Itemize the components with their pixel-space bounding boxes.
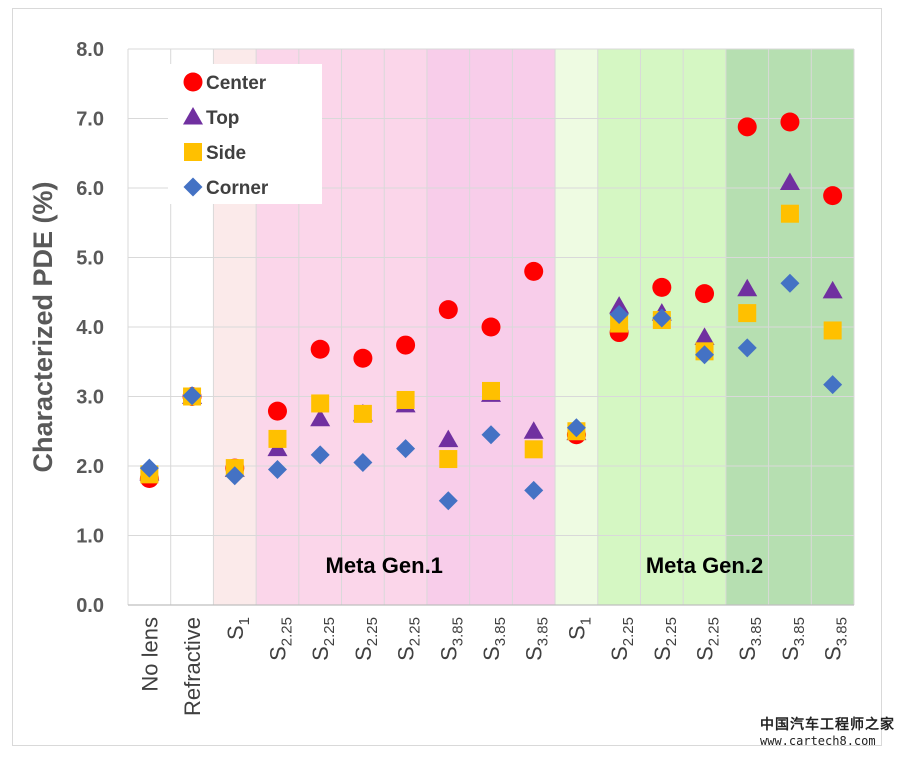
x-tick-label: Refractive: [180, 617, 205, 716]
point-center: [481, 317, 501, 337]
point-corner: [353, 453, 373, 473]
legend-label-side: Side: [206, 143, 246, 164]
x-tick-label: S2.25: [607, 617, 637, 661]
x-tick-label: S3.85: [778, 617, 808, 661]
legend-marker-corner: [183, 177, 203, 197]
y-tick-label: 2.0: [76, 456, 104, 478]
region-labels: Meta Gen.1 Meta Gen.2: [326, 553, 764, 578]
point-center: [652, 277, 672, 297]
region-label-meta-gen1: Meta Gen.1: [326, 553, 443, 578]
legend-label-center: Center: [206, 73, 267, 94]
legend: Center Top Side Corner: [168, 64, 322, 204]
x-tick-label: S2.25: [308, 617, 338, 661]
legend-label-corner: Corner: [206, 178, 269, 199]
point-center: [396, 335, 416, 355]
point-center: [695, 284, 715, 304]
point-corner: [566, 418, 586, 438]
point-side: [439, 450, 458, 469]
point-side: [396, 390, 415, 409]
x-tick-label: No lens: [137, 617, 162, 692]
x-tick-label: S2.25: [394, 617, 424, 661]
point-corner: [737, 338, 757, 358]
point-corner: [139, 458, 159, 478]
x-tick-label: S1: [564, 617, 594, 640]
point-top: [822, 280, 843, 299]
watermark: 中国汽车工程师之家 www.cartech8.com: [760, 714, 896, 748]
x-tick-label: S2.25: [650, 617, 680, 661]
y-tick-label: 0.0: [76, 595, 104, 617]
y-tick-label: 5.0: [76, 248, 104, 270]
x-tick-label: S1: [223, 617, 253, 640]
point-corner: [438, 491, 458, 511]
x-tick-label: S3.85: [479, 617, 509, 661]
point-side: [524, 440, 543, 459]
point-side: [482, 381, 500, 400]
point-corner: [609, 304, 629, 324]
point-center: [267, 401, 287, 421]
y-tick-labels: 0.0 1.0 2.0 3.0 4.0 5.0 6.0 7.0 8.0: [76, 39, 104, 617]
point-top: [609, 296, 630, 314]
chart-frame: [12, 8, 882, 746]
watermark-line1: 中国汽车工程师之家: [760, 717, 895, 733]
point-side: [738, 304, 757, 323]
point-side: [823, 321, 842, 340]
point-center: [438, 300, 458, 320]
point-side: [268, 429, 287, 448]
legend-label-top: Top: [206, 108, 239, 129]
x-tick-label: S3.85: [821, 617, 851, 661]
point-top: [523, 421, 544, 439]
watermark-line2: www.cartech8.com: [760, 734, 876, 748]
point-corner: [652, 308, 672, 328]
x-tick-label: S3.85: [436, 617, 466, 661]
point-corner: [225, 466, 245, 486]
point-side: [780, 204, 799, 223]
point-top: [737, 278, 758, 297]
x-tick-label: S2.25: [693, 617, 723, 661]
point-corner: [780, 273, 800, 293]
point-corner: [695, 345, 715, 365]
x-tick-labels: No lens Refractive S1 S2.25 S2.25 S2.25 S2.25 S…: [137, 617, 850, 716]
point-top: [779, 172, 800, 190]
point-top: [310, 408, 331, 427]
point-corner: [481, 425, 501, 445]
point-center: [353, 348, 373, 368]
y-tick-label: 3.0: [76, 387, 104, 409]
y-tick-label: 7.0: [76, 109, 104, 131]
point-corner: [823, 375, 843, 395]
point-side: [311, 394, 330, 413]
point-center: [737, 117, 757, 137]
legend-marker-top: [183, 107, 203, 125]
point-center: [780, 112, 800, 132]
x-tick-label: S3.85: [735, 617, 765, 661]
x-tick-label: S2.25: [351, 617, 381, 661]
y-tick-label: 1.0: [76, 526, 104, 548]
point-corner: [524, 480, 544, 500]
legend-marker-side: [184, 143, 202, 161]
y-tick-label: 8.0: [76, 39, 104, 61]
point-corner: [267, 459, 287, 479]
y-tick-label: 6.0: [76, 178, 104, 200]
region-label-meta-gen2: Meta Gen.2: [646, 553, 763, 578]
point-corner: [310, 445, 330, 465]
point-corner: [396, 439, 416, 459]
point-center: [823, 186, 843, 206]
x-tick-label: S3.85: [522, 617, 552, 661]
point-top: [694, 327, 715, 345]
data-points: [139, 112, 843, 511]
point-side: [353, 404, 372, 423]
x-tick-label: S2.25: [265, 617, 295, 661]
point-top: [438, 429, 459, 448]
legend-marker-center: [183, 72, 203, 92]
y-tick-label: 4.0: [76, 317, 104, 339]
y-axis-label: Characterized PDE (%): [28, 181, 58, 472]
point-center: [524, 261, 544, 281]
point-corner: [182, 386, 202, 406]
point-center: [310, 339, 330, 359]
